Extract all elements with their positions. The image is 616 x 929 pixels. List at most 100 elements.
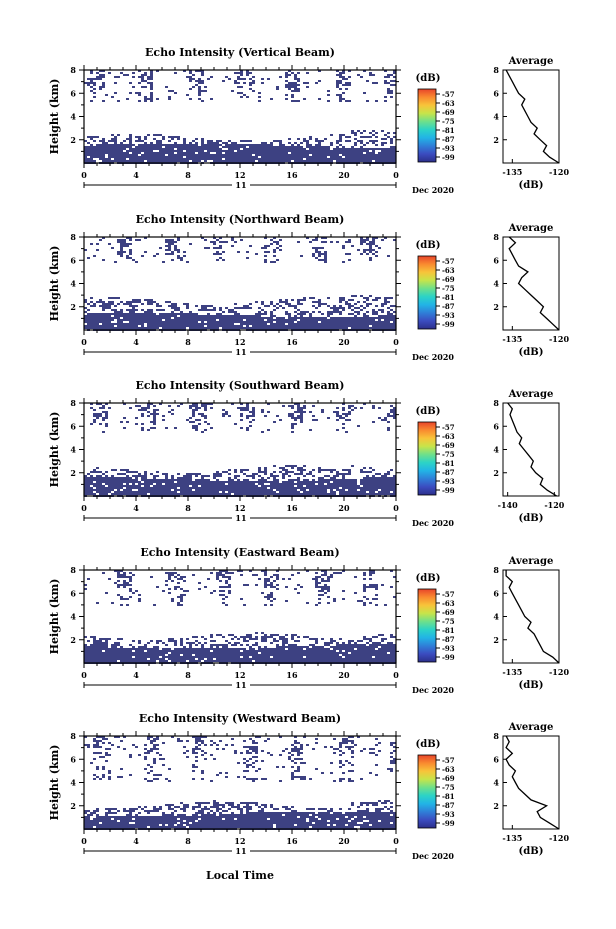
heatmap-cell: [225, 644, 228, 646]
x-tick-label: 4: [133, 503, 139, 513]
y-tick-label: 6: [70, 88, 76, 98]
heatmap-cell: [219, 144, 222, 146]
heatmap-cell: [324, 319, 327, 321]
heatmap-cell: [351, 146, 354, 148]
heatmap-cell: [138, 156, 141, 158]
heatmap-cell: [177, 150, 180, 152]
heatmap-cell: [123, 580, 126, 582]
heatmap-cell: [156, 146, 159, 148]
heatmap-cell: [336, 479, 339, 481]
heatmap-cell: [99, 493, 102, 495]
heatmap-cell: [135, 648, 138, 650]
heatmap-cell: [279, 142, 282, 144]
heatmap-cell: [366, 315, 369, 317]
heatmap-cell: [297, 479, 300, 481]
heatmap-cell: [126, 317, 129, 319]
heatmap-cell: [366, 243, 369, 245]
heatmap-cell: [156, 409, 159, 411]
heatmap-cell: [267, 485, 270, 487]
heatmap-cell: [99, 642, 102, 644]
heatmap-cell: [216, 475, 219, 477]
heatmap-cell: [306, 319, 309, 321]
heatmap-cell: [369, 259, 372, 261]
heatmap-cell: [351, 148, 354, 150]
heatmap-cell: [93, 469, 96, 471]
heatmap-cell: [183, 70, 186, 72]
heatmap-cell: [312, 152, 315, 154]
heatmap-cell: [246, 415, 249, 417]
heatmap-cell: [162, 309, 165, 311]
heatmap-cell: [228, 319, 231, 321]
heatmap-cell: [198, 327, 201, 329]
avg-x-tick-label: -120: [549, 334, 569, 344]
heatmap-cell: [327, 146, 330, 148]
heatmap-cell: [135, 321, 138, 323]
heatmap-cell: [210, 493, 213, 495]
heatmap-cell: [330, 307, 333, 309]
heatmap-cell: [237, 78, 240, 80]
heatmap-cell: [336, 74, 339, 76]
heatmap-cell: [219, 160, 222, 162]
heatmap-cell: [213, 243, 216, 245]
heatmap-cell: [120, 301, 123, 303]
heatmap-cell: [123, 152, 126, 154]
heatmap-cell: [138, 299, 141, 301]
heatmap-cell: [306, 146, 309, 148]
heatmap-cell: [114, 315, 117, 317]
heatmap-cell: [90, 471, 93, 473]
heatmap-cell: [387, 82, 390, 84]
heatmap-cell: [375, 483, 378, 485]
heatmap-cell: [342, 297, 345, 299]
heatmap-cell: [318, 142, 321, 144]
heatmap-cell: [375, 305, 378, 307]
heatmap-cell: [207, 152, 210, 154]
heatmap-cell: [171, 600, 174, 602]
heatmap-cell: [330, 152, 333, 154]
heatmap-cell: [87, 150, 90, 152]
heatmap-cell: [156, 491, 159, 493]
heatmap-cell: [231, 144, 234, 146]
heatmap-cell: [225, 481, 228, 483]
heatmap-cell: [393, 409, 396, 411]
heatmap-cell: [129, 257, 132, 259]
x-tick-label: 8: [185, 337, 191, 347]
heatmap-cell: [360, 152, 363, 154]
heatmap-cell: [201, 636, 204, 638]
day-label: 11: [235, 180, 246, 190]
heatmap-cell: [219, 313, 222, 315]
heatmap-cell: [393, 475, 396, 477]
heatmap-cell: [201, 325, 204, 327]
heatmap-cell: [309, 411, 312, 413]
heatmap-cell: [84, 301, 87, 303]
heatmap-cell: [240, 327, 243, 329]
heatmap-cell: [297, 154, 300, 156]
heatmap-cell: [285, 303, 288, 305]
heatmap-cell: [216, 140, 219, 142]
heatmap-cell: [105, 305, 108, 307]
heatmap-cell: [120, 596, 123, 598]
heatmap-cell: [210, 317, 213, 319]
heatmap-cell: [228, 160, 231, 162]
heatmap-cell: [117, 485, 120, 487]
heatmap-cell: [195, 323, 198, 325]
heatmap-cell: [255, 321, 258, 323]
heatmap-cell: [174, 572, 177, 574]
heatmap-cell: [156, 652, 159, 654]
heatmap-cell: [171, 481, 174, 483]
heatmap-cell: [189, 144, 192, 146]
heatmap-cell: [192, 642, 195, 644]
heatmap-cell: [297, 90, 300, 92]
heatmap-cell: [261, 431, 264, 433]
heatmap-cell: [291, 481, 294, 483]
heatmap-cell: [252, 413, 255, 415]
heatmap-cell: [234, 82, 237, 84]
heatmap-cell: [267, 319, 270, 321]
heatmap-cell: [237, 158, 240, 160]
heatmap-cell: [129, 481, 132, 483]
heatmap-cell: [339, 72, 342, 74]
x-tick-label: 20: [338, 337, 350, 347]
heatmap-cell: [138, 658, 141, 660]
heatmap-cell: [309, 485, 312, 487]
heatmap-cell: [321, 148, 324, 150]
heatmap-cell: [219, 158, 222, 160]
